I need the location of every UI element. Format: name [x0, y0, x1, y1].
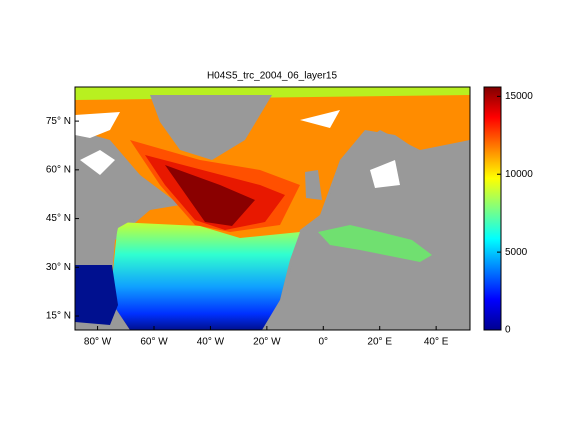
lon-tick-label: 20° W	[253, 337, 281, 348]
map-frame	[74, 86, 471, 331]
lat-tick-label: 30° N	[46, 262, 71, 273]
colorbar-tick-label: 0	[505, 325, 511, 336]
colorbar	[483, 86, 502, 331]
lon-tick-label: 80° W	[84, 337, 112, 348]
colorbar-tick-label: 5000	[505, 247, 528, 258]
lon-tick-label: 40° W	[197, 337, 225, 348]
lat-tick-label: 15° N	[46, 311, 71, 322]
lat-tick-label: 60° N	[46, 164, 71, 175]
lon-tick-label: 20° E	[367, 337, 392, 348]
colorbar-tick-label: 10000	[505, 169, 533, 180]
lat-tick-label: 75° N	[46, 116, 71, 127]
lon-tick-label: 40° E	[424, 337, 449, 348]
map-field	[75, 87, 470, 330]
lat-tick-label: 45° N	[46, 213, 71, 224]
lon-tick-label: 60° W	[140, 337, 168, 348]
map-title: H04S5_trc_2004_06_layer15	[207, 71, 338, 82]
colorbar-tick-label: 15000	[505, 91, 533, 102]
lon-tick-label: 0°	[319, 337, 329, 348]
